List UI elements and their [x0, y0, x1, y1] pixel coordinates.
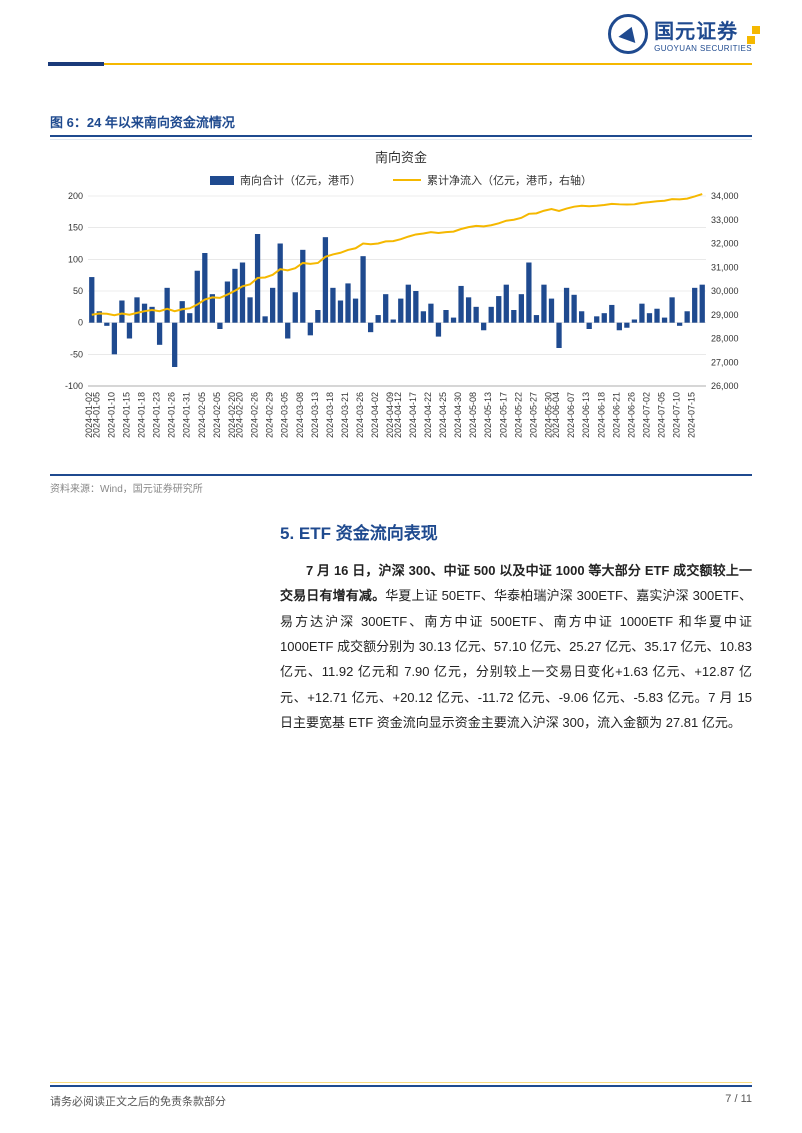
svg-text:100: 100: [68, 254, 83, 264]
legend-line-label: 累计净流入（亿元，港币，右轴）: [427, 172, 592, 188]
figure-label: 图 6：24 年以来南向资金流情况: [50, 112, 752, 131]
svg-text:34,000: 34,000: [711, 192, 739, 201]
svg-text:2024-02-05: 2024-02-05: [197, 392, 207, 438]
svg-text:2024-03-08: 2024-03-08: [295, 392, 305, 438]
legend-line-item: 累计净流入（亿元，港币，右轴）: [393, 172, 592, 188]
svg-text:2024-03-21: 2024-03-21: [340, 392, 350, 438]
legend-bar-swatch-icon: [210, 176, 234, 185]
southbound-chart: -100 -50 0 50 100 150 200 26,000 27,000 28,000 29,…: [50, 192, 754, 472]
svg-text:28,000: 28,000: [711, 334, 739, 344]
svg-text:32,000: 32,000: [711, 239, 739, 249]
svg-text:2024-01-10: 2024-01-10: [106, 392, 116, 438]
figure-bottom-rule: [50, 474, 752, 476]
figure-top-rule: [50, 135, 752, 137]
svg-text:2024-06-07: 2024-06-07: [566, 392, 576, 438]
paragraph-rest: 华夏上证 50ETF、华泰柏瑞沪深 300ETF、嘉实沪深 300ETF、易方达…: [280, 588, 752, 730]
header-rule: [48, 62, 754, 66]
brand-logo: 国元证券 GUOYUAN SECURITIES: [608, 14, 752, 54]
brand-name-cn: 国元证券: [654, 15, 752, 44]
svg-text:2024-05-27: 2024-05-27: [528, 392, 538, 438]
svg-text:200: 200: [68, 192, 83, 201]
legend-bar-item: 南向合计（亿元，港币）: [210, 172, 361, 188]
svg-text:30,000: 30,000: [711, 286, 739, 296]
svg-text:2024-02-05: 2024-02-05: [212, 392, 222, 438]
svg-text:2024-04-02: 2024-04-02: [370, 392, 380, 438]
svg-text:2024-06-18: 2024-06-18: [596, 392, 606, 438]
legend-line-swatch-icon: [393, 179, 421, 181]
svg-text:2024-05-22: 2024-05-22: [513, 392, 523, 438]
svg-text:2024-02-29: 2024-02-29: [265, 392, 275, 438]
svg-text:27,000: 27,000: [711, 357, 739, 367]
brand-name-en: GUOYUAN SECURITIES: [654, 44, 752, 53]
svg-text:2024-05-08: 2024-05-08: [468, 392, 478, 438]
svg-text:-50: -50: [70, 349, 83, 359]
svg-text:2024-05-13: 2024-05-13: [483, 392, 493, 438]
svg-text:2024-05-17: 2024-05-17: [498, 392, 508, 438]
svg-text:2024-01-31: 2024-01-31: [182, 392, 192, 438]
section-heading: 5. ETF 资金流向表现: [280, 519, 752, 544]
chart-title: 南向资金: [50, 147, 752, 166]
svg-text:29,000: 29,000: [711, 310, 739, 320]
svg-text:26,000: 26,000: [711, 381, 739, 391]
svg-text:2024-04-25: 2024-04-25: [438, 392, 448, 438]
svg-text:2024-04-17: 2024-04-17: [408, 392, 418, 438]
svg-text:2024-01-15: 2024-01-15: [121, 392, 131, 438]
svg-text:2024-03-13: 2024-03-13: [310, 392, 320, 438]
svg-text:150: 150: [68, 223, 83, 233]
svg-text:33,000: 33,000: [711, 215, 739, 225]
svg-text:-100: -100: [65, 381, 83, 391]
page-header: 国元证券 GUOYUAN SECURITIES: [0, 0, 802, 90]
svg-text:2024-04-30: 2024-04-30: [453, 392, 463, 438]
svg-text:2024-07-15: 2024-07-15: [687, 392, 697, 438]
svg-text:2024-07-05: 2024-07-05: [657, 392, 667, 438]
body-text-region: 5. ETF 资金流向表现 7 月 16 日，沪深 300、中证 500 以及中…: [280, 519, 752, 735]
svg-text:50: 50: [73, 286, 83, 296]
svg-text:2024-06-26: 2024-06-26: [626, 392, 636, 438]
svg-text:2024-01-26: 2024-01-26: [167, 392, 177, 438]
chart-legend: 南向合计（亿元，港币） 累计净流入（亿元，港币，右轴）: [50, 172, 752, 188]
footer-disclaimer: 请务必阅读正文之后的免责条款部分: [50, 1093, 226, 1109]
chart-container: 南向资金 南向合计（亿元，港币） 累计净流入（亿元，港币，右轴） -100 -50…: [50, 147, 752, 472]
svg-text:0: 0: [78, 318, 83, 328]
svg-text:2024-04-12: 2024-04-12: [393, 392, 403, 438]
svg-text:2024-06-21: 2024-06-21: [611, 392, 621, 438]
figure-source: 资料来源：Wind，国元证券研究所: [50, 480, 752, 495]
svg-text:2024-02-26: 2024-02-26: [250, 392, 260, 438]
svg-text:2024-01-18: 2024-01-18: [137, 392, 147, 438]
svg-text:2024-03-18: 2024-03-18: [325, 392, 335, 438]
svg-text:2024-07-02: 2024-07-02: [641, 392, 651, 438]
svg-text:2024-03-26: 2024-03-26: [355, 392, 365, 438]
page-footer: 请务必阅读正文之后的免责条款部分 7 / 11: [50, 1085, 752, 1109]
logo-mark-icon: [608, 14, 648, 54]
svg-text:2024-01-05: 2024-01-05: [91, 392, 101, 438]
footer-page-number: 7 / 11: [725, 1093, 752, 1109]
svg-text:2024-07-10: 2024-07-10: [672, 392, 682, 438]
svg-text:2024-03-05: 2024-03-05: [280, 392, 290, 438]
svg-text:2024-06-04: 2024-06-04: [551, 392, 561, 438]
svg-text:31,000: 31,000: [711, 262, 739, 272]
footer-accent-rule: [50, 1082, 752, 1083]
legend-bar-label: 南向合计（亿元，港币）: [240, 172, 361, 188]
svg-text:2024-01-23: 2024-01-23: [152, 392, 162, 438]
svg-text:2024-04-22: 2024-04-22: [423, 392, 433, 438]
svg-text:2024-02-20: 2024-02-20: [235, 392, 245, 438]
svg-text:2024-06-13: 2024-06-13: [581, 392, 591, 438]
section-paragraph: 7 月 16 日，沪深 300、中证 500 以及中证 1000 等大部分 ET…: [280, 558, 752, 735]
logo-accent-icon: [752, 26, 760, 44]
